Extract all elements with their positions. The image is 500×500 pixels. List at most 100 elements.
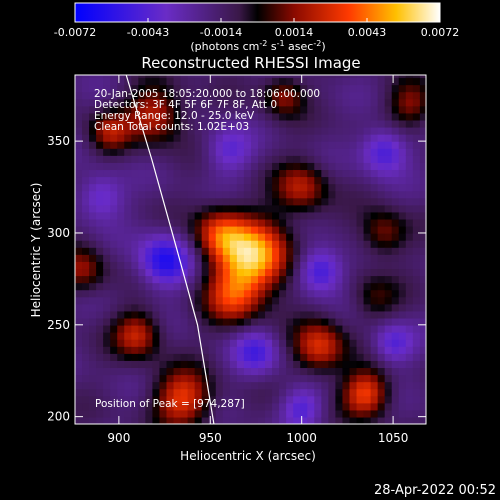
heatmap-cell bbox=[243, 183, 252, 192]
heatmap-cell bbox=[103, 374, 111, 383]
heatmap-cell bbox=[89, 296, 97, 305]
heatmap-cell bbox=[222, 126, 231, 135]
heatmap-cell bbox=[363, 211, 372, 220]
heatmap-cell bbox=[236, 183, 245, 192]
heatmap-cell bbox=[300, 204, 308, 213]
heatmap-cell bbox=[159, 240, 168, 248]
heatmap-cell bbox=[405, 197, 414, 206]
heatmap-cell bbox=[272, 155, 280, 163]
heatmap-cell bbox=[377, 176, 386, 185]
heatmap-cell bbox=[229, 402, 238, 411]
heatmap-cell bbox=[321, 268, 329, 277]
heatmap-cell bbox=[279, 169, 287, 178]
heatmap-cell bbox=[405, 112, 414, 121]
heatmap-cell bbox=[272, 346, 280, 354]
heatmap-cell bbox=[180, 240, 189, 248]
heatmap-cell bbox=[166, 402, 175, 411]
heatmap-cell bbox=[293, 381, 301, 390]
heatmap-cell bbox=[265, 367, 273, 376]
heatmap-cell bbox=[222, 339, 231, 347]
heatmap-cell bbox=[194, 296, 203, 305]
heatmap-cell bbox=[152, 289, 161, 298]
heatmap-cell bbox=[236, 148, 245, 156]
heatmap-cell bbox=[131, 119, 139, 128]
heatmap-cell bbox=[272, 84, 280, 93]
heatmap-cell bbox=[159, 126, 168, 135]
heatmap-cell bbox=[75, 409, 83, 418]
heatmap-cell bbox=[215, 84, 224, 93]
heatmap-cell bbox=[159, 176, 168, 185]
heatmap-cell bbox=[321, 388, 329, 397]
heatmap-cell bbox=[328, 197, 337, 206]
heatmap-cell bbox=[307, 204, 315, 213]
heatmap-cell bbox=[384, 84, 393, 93]
heatmap-cell bbox=[293, 289, 301, 298]
heatmap-cell bbox=[117, 148, 125, 156]
heatmap-cell bbox=[412, 275, 421, 284]
heatmap-cell bbox=[180, 395, 189, 404]
heatmap-cell bbox=[293, 388, 301, 397]
heatmap-cell bbox=[314, 317, 322, 326]
heatmap-cell bbox=[314, 176, 322, 185]
heatmap-cell bbox=[286, 119, 294, 128]
heatmap-cell bbox=[117, 105, 125, 114]
heatmap-cell bbox=[138, 339, 146, 347]
heatmap-cell bbox=[138, 126, 146, 135]
heatmap-cell bbox=[300, 402, 308, 411]
heatmap-cell bbox=[321, 381, 329, 390]
heatmap-cell bbox=[412, 282, 421, 291]
heatmap-cell bbox=[138, 409, 146, 418]
heatmap-cell bbox=[166, 169, 175, 178]
heatmap-cell bbox=[398, 275, 407, 284]
heatmap-cell bbox=[314, 254, 322, 262]
heatmap-cell bbox=[131, 134, 139, 142]
heatmap-cell bbox=[201, 346, 210, 354]
heatmap-cell bbox=[377, 169, 386, 178]
heatmap-cell bbox=[250, 84, 259, 93]
heatmap-cell bbox=[314, 98, 322, 107]
heatmap-cell bbox=[300, 261, 308, 270]
heatmap-cell bbox=[208, 141, 217, 149]
heatmap-cell bbox=[124, 134, 132, 142]
heatmap-cell bbox=[180, 289, 189, 298]
heatmap-cell bbox=[370, 339, 379, 347]
heatmap-cell bbox=[272, 112, 280, 121]
heatmap-cell bbox=[194, 247, 203, 255]
heatmap-cell bbox=[229, 317, 238, 326]
heatmap-cell bbox=[124, 275, 132, 284]
heatmap-cell bbox=[215, 197, 224, 206]
heatmap-cell bbox=[349, 395, 358, 404]
heatmap-cell bbox=[103, 134, 111, 142]
heatmap-cell bbox=[152, 91, 161, 100]
heatmap-cell bbox=[349, 409, 358, 418]
heatmap-cell bbox=[335, 134, 344, 142]
heatmap-cell bbox=[201, 303, 210, 312]
heatmap-cell bbox=[82, 402, 90, 411]
heatmap-cell bbox=[159, 141, 168, 149]
heatmap-cell bbox=[335, 332, 344, 340]
heatmap-cell bbox=[82, 268, 90, 277]
heatmap-cell bbox=[250, 141, 259, 149]
heatmap-cell bbox=[201, 197, 210, 206]
heatmap-cell bbox=[103, 402, 111, 411]
heatmap-cell bbox=[96, 346, 104, 354]
heatmap-cell bbox=[307, 197, 315, 206]
heatmap-cell bbox=[321, 148, 329, 156]
heatmap-cell bbox=[236, 381, 245, 390]
heatmap-cell bbox=[180, 75, 189, 79]
heatmap-cell bbox=[131, 339, 139, 347]
heatmap-cell bbox=[138, 75, 146, 79]
heatmap-cell bbox=[370, 360, 379, 369]
heatmap-cell bbox=[173, 254, 182, 262]
heatmap-cell bbox=[342, 254, 351, 262]
heatmap-cell bbox=[229, 332, 238, 340]
heatmap-cell bbox=[180, 197, 189, 206]
heatmap-cell bbox=[201, 225, 210, 234]
heatmap-cell bbox=[145, 360, 154, 369]
heatmap-cell bbox=[201, 402, 210, 411]
heatmap-cell bbox=[159, 388, 168, 397]
heatmap-cell bbox=[152, 353, 161, 361]
heatmap-cell bbox=[405, 360, 414, 369]
heatmap-cell bbox=[89, 190, 97, 199]
heatmap-cell bbox=[272, 261, 280, 270]
